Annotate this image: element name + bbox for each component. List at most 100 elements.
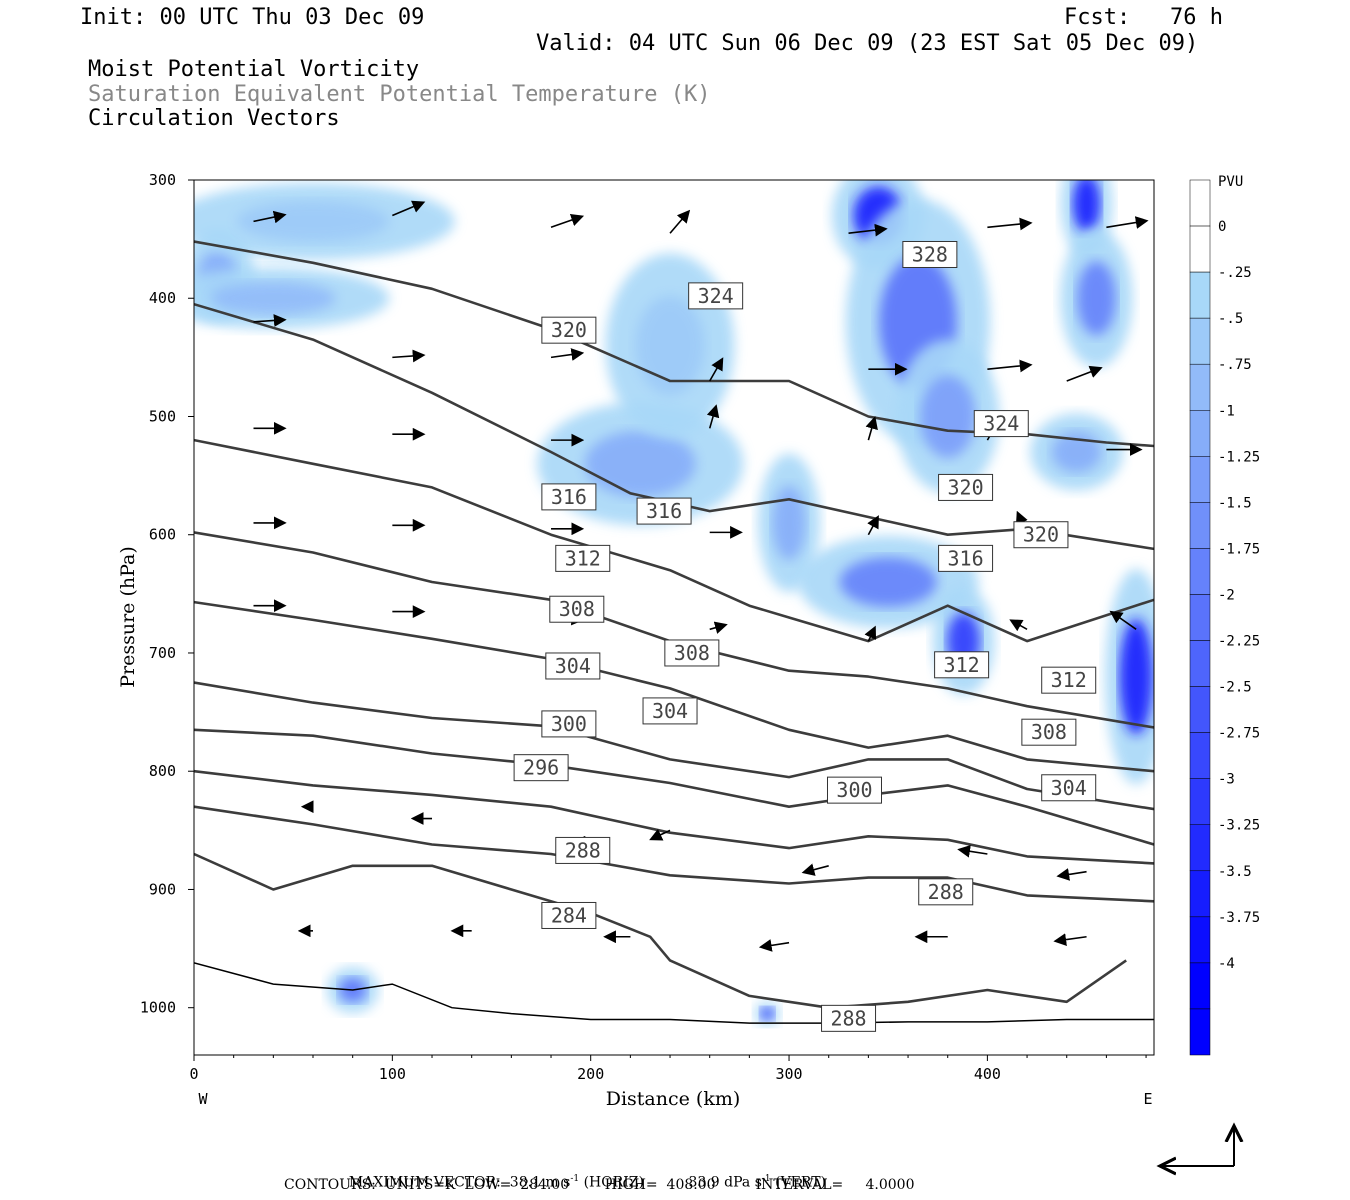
circulation-vector-arrow (550, 348, 585, 361)
contour-label-box (555, 836, 611, 864)
circulation-vector-arrow (392, 200, 426, 217)
vector-scale-key (1160, 1126, 1234, 1166)
contour-label: 320 (541, 316, 597, 344)
contour-label: 312 (934, 651, 990, 679)
colorbar-band (1189, 363, 1211, 411)
contour-label-box (1041, 774, 1097, 802)
pv-region-core (760, 1006, 775, 1021)
colorbar-level-label: -.25 (1218, 265, 1252, 281)
colorbar-level-label: -2 (1218, 587, 1235, 603)
x-tick-label: 100 (379, 1065, 406, 1083)
contour-label-box (541, 483, 597, 511)
contour-label-box (541, 901, 597, 929)
contour-label-text: 312 (565, 546, 601, 570)
x-tick-label: 0 (189, 1065, 198, 1083)
circulation-vector-arrow (709, 357, 724, 382)
colorbar-band (1189, 456, 1211, 503)
vert-tag: (VERT) (775, 1174, 826, 1191)
pv-region-core (772, 485, 806, 561)
contour-label-text: 324 (698, 284, 734, 308)
pv-region-core (236, 200, 390, 243)
theta-es-contour-line (194, 240, 1154, 448)
colorbar-band (1189, 640, 1211, 687)
circulation-vector-arrow (1056, 868, 1087, 881)
pv-region-core (1077, 260, 1116, 336)
contour-label-box (1041, 666, 1097, 694)
colorbar-level-label: -1 (1218, 403, 1235, 419)
contour-label-text: 308 (559, 597, 595, 621)
valid-time-label: Valid: 04 UTC Sun 06 Dec 09 (23 EST Sat … (536, 31, 1199, 56)
colorbar-level-label: 0 (1218, 219, 1226, 235)
theta-es-contour-line (194, 728, 1154, 846)
contour-label: 296 (513, 754, 569, 782)
contour-label-box (826, 776, 882, 804)
contour-label: 304 (1041, 774, 1097, 802)
colorbar-band (1189, 317, 1211, 365)
contours-info-line: CONTOURS: UNITS=K LOW= 284.00 HIGH= 408.… (284, 1177, 915, 1193)
contour-label-text: 320 (1023, 523, 1059, 547)
y-tick-label: 500 (149, 407, 176, 425)
contour-label-text: 300 (551, 712, 587, 736)
contour-label: 288 (821, 1004, 877, 1032)
contour-labels: 328 324 320 324 320 320 316 316 316 312 308 308 312 3… (513, 240, 1097, 1032)
field-label-mpv: Moist Potential Vorticity (88, 57, 420, 82)
y-axis-label: Pressure (hPa) (117, 546, 139, 688)
pv-region-core (839, 557, 937, 607)
circulation-vector-arrow (957, 844, 988, 858)
contour-label-box (938, 473, 994, 501)
circulation-vector-arrow (987, 217, 1033, 231)
colorbar-band (1189, 271, 1211, 319)
contour-label-box (934, 651, 990, 679)
circulation-vector-arrow (987, 359, 1033, 373)
circulation-vector-arrow (848, 223, 888, 237)
x-end-label-east: E (1143, 1090, 1152, 1108)
colorbar-band (1189, 548, 1211, 595)
colorbar-band (1189, 916, 1211, 964)
contour-label: 316 (541, 483, 597, 511)
colorbar-band (1189, 502, 1211, 549)
contour-label: 300 (541, 710, 597, 738)
horiz-exponent: -1 (570, 1174, 580, 1184)
vert-exponent: -1 (761, 1174, 771, 1184)
colorbar-band (1189, 1008, 1211, 1056)
circulation-vector-arrow (867, 515, 879, 536)
circulation-vector-arrow (1109, 610, 1137, 630)
circulation-vector-arrow (550, 213, 585, 229)
colorbar-level-label: -1.25 (1218, 449, 1260, 465)
contour-label: 324 (973, 410, 1029, 438)
colorbar-band (1189, 225, 1211, 273)
contour-label-text: 312 (1051, 668, 1087, 692)
contour-label: 316 (938, 544, 994, 572)
colorbar-band (1189, 962, 1211, 1010)
max-vector-label: MAXIMUM VECTOR: (348, 1174, 501, 1191)
contour-label-text: 328 (912, 242, 948, 266)
contour-label-box (545, 652, 601, 680)
x-tick-label: 400 (974, 1065, 1001, 1083)
forecast-hour-label: Fcst: 76 h (1064, 5, 1223, 30)
pv-shading-layer (194, 180, 1154, 1026)
contour-label-text: 308 (1031, 720, 1067, 744)
max-horiz-value: 38.1 m s (509, 1174, 571, 1191)
contour-label-text: 296 (523, 756, 559, 780)
contour-label-box (973, 410, 1029, 438)
contour-label-box (541, 710, 597, 738)
contour-label-text: 300 (836, 778, 872, 802)
colorbar-band (1189, 778, 1211, 825)
circulation-vector-arrow (864, 625, 877, 642)
x-end-label-west: W (198, 1090, 208, 1108)
circulation-vector-arrow (709, 621, 728, 634)
colorbar-unit-label: PVU (1218, 174, 1243, 190)
theta-es-contours (194, 240, 1154, 1024)
colorbar-level-label: -.75 (1218, 357, 1252, 373)
colorbar-level-label: -3.25 (1218, 818, 1260, 834)
horiz-tag: (HORIZ) (583, 1174, 644, 1191)
contour-label: 288 (555, 836, 611, 864)
colorbar-band (1189, 824, 1211, 872)
colorbar-level-label: -4 (1218, 956, 1235, 972)
contour-label: 320 (938, 473, 994, 501)
contour-label-text: 304 (652, 699, 688, 723)
y-tick-label: 300 (149, 171, 176, 189)
pv-region-core (584, 430, 696, 497)
max-vert-value: 33.9 dPa s (688, 1174, 762, 1191)
